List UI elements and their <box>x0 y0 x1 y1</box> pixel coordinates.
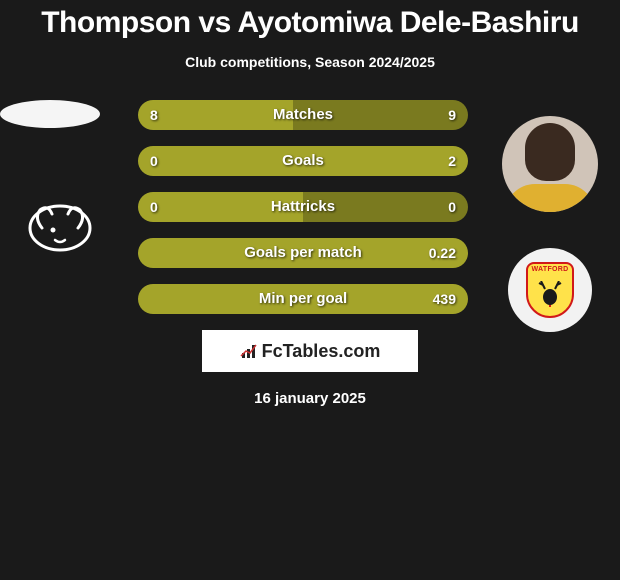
left-club-badge <box>20 188 100 258</box>
moose-icon <box>537 281 563 307</box>
stat-row: 0Goals2 <box>138 146 468 176</box>
stat-label: Goals <box>138 146 468 176</box>
player-head <box>525 123 575 181</box>
ram-icon <box>20 188 100 258</box>
stat-value-right: 0.22 <box>429 238 456 268</box>
right-club-badge: WATFORD <box>508 248 592 332</box>
left-player-avatar <box>0 100 100 128</box>
stat-value-right: 439 <box>433 284 456 314</box>
comparison-content: WATFORD 8Matches90Goals20Hattricks0Goals… <box>0 100 620 407</box>
stat-value-right: 0 <box>448 192 456 222</box>
right-player-avatar <box>502 116 598 212</box>
page-title: Thompson vs Ayotomiwa Dele-Bashiru <box>0 0 620 40</box>
source-logo-text: FcTables.com <box>262 341 381 362</box>
stat-value-right: 9 <box>448 100 456 130</box>
stat-label: Goals per match <box>138 238 468 268</box>
watford-text: WATFORD <box>532 266 569 273</box>
stat-label: Min per goal <box>138 284 468 314</box>
page-subtitle: Club competitions, Season 2024/2025 <box>0 54 620 70</box>
watford-badge-icon: WATFORD <box>526 262 574 318</box>
stat-value-right: 2 <box>448 146 456 176</box>
stat-row: 8Matches9 <box>138 100 468 130</box>
stat-row: Min per goal439 <box>138 284 468 314</box>
stat-row: 0Hattricks0 <box>138 192 468 222</box>
stats-bars: 8Matches90Goals20Hattricks0Goals per mat… <box>138 100 468 314</box>
player-shirt <box>505 184 595 212</box>
date-text: 16 january 2025 <box>0 390 620 407</box>
stat-row: Goals per match0.22 <box>138 238 468 268</box>
stat-label: Matches <box>138 100 468 130</box>
stat-label: Hattricks <box>138 192 468 222</box>
bar-chart-icon <box>240 342 258 360</box>
source-logo-box: FcTables.com <box>202 330 418 372</box>
